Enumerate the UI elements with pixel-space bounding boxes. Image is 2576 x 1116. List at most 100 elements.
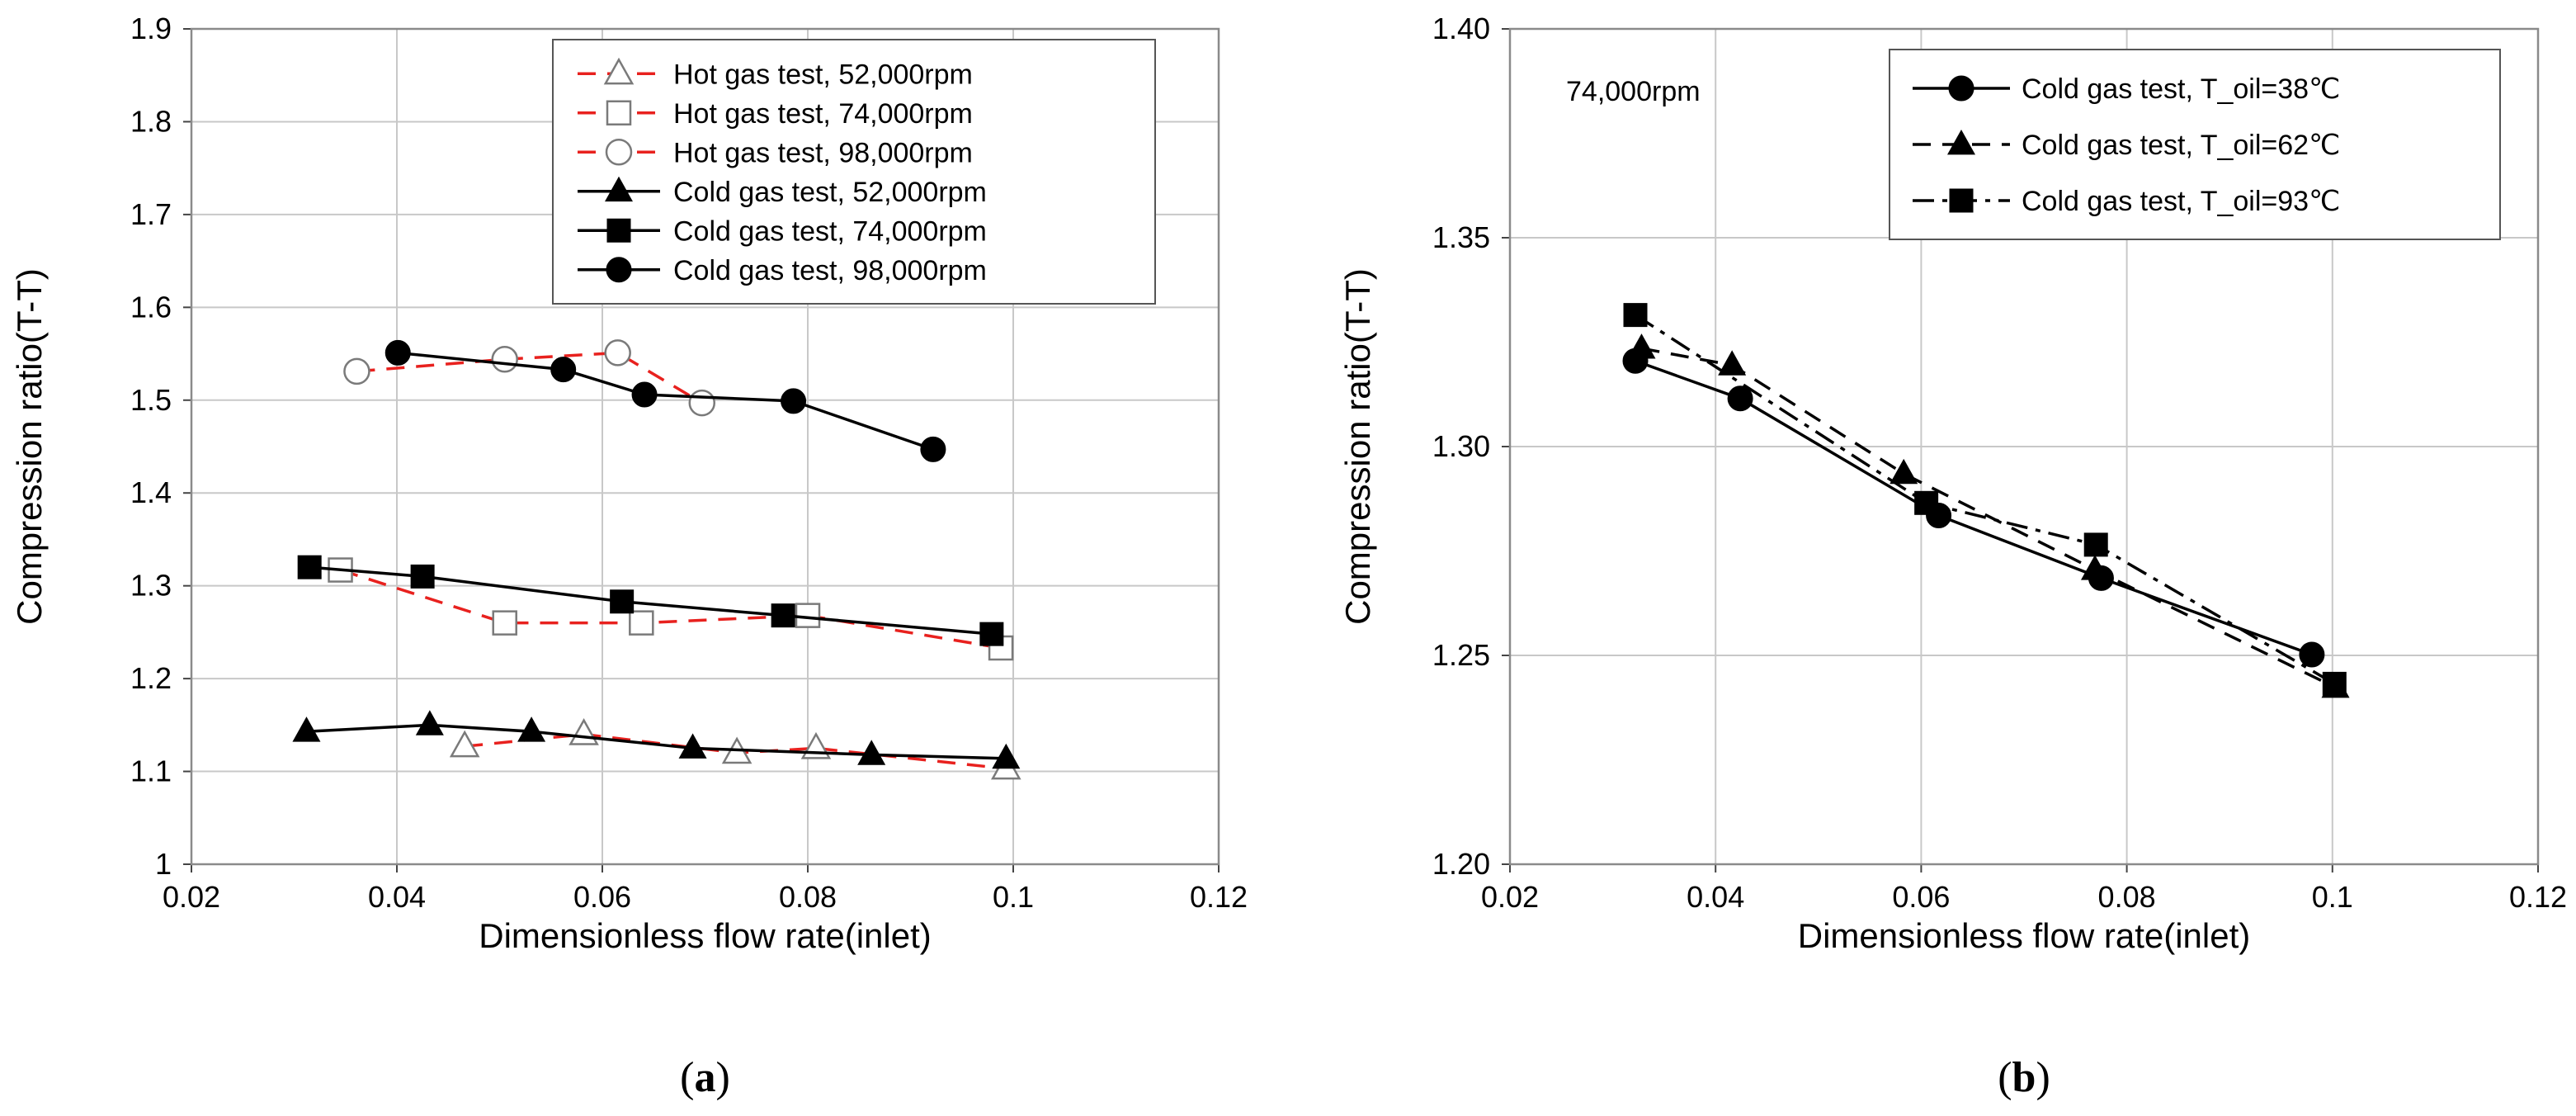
caption-close: ): [716, 1054, 730, 1101]
data-point: [491, 346, 518, 373]
y-tick-label: 1.1: [130, 754, 172, 788]
legend: Cold gas test, T_oil=38℃ Cold gas test, T…: [1889, 49, 2501, 240]
y-tick-label: 1.4: [130, 475, 172, 509]
legend-marker: [606, 218, 631, 243]
series-line: [1635, 314, 2336, 685]
series-line: [356, 351, 703, 404]
y-tick-label: 1.35: [1432, 220, 1490, 254]
data-point: [688, 389, 716, 417]
x-tick-label: 0.06: [573, 880, 631, 914]
panel-caption: (a): [680, 1054, 730, 1101]
legend-marker: [603, 57, 635, 85]
data-point: [292, 716, 321, 742]
caption-open: (: [1998, 1054, 2012, 1101]
caption-letter: b: [2012, 1054, 2036, 1101]
series-6: [385, 339, 946, 462]
data-point: [781, 388, 807, 414]
y-tick-label: 1.2: [130, 661, 172, 695]
y-tick-label: 1.3: [130, 569, 172, 603]
data-point: [2299, 641, 2325, 668]
x-tick-label: 0.04: [368, 880, 426, 914]
data-point: [517, 716, 546, 742]
caption-open: (: [680, 1054, 694, 1101]
y-tick-label: 1.20: [1432, 847, 1490, 881]
y-tick-label: 1: [155, 847, 172, 881]
data-point: [631, 381, 658, 408]
legend-entry-label: Hot gas test, 52,000rpm: [673, 59, 973, 90]
data-point: [550, 357, 577, 383]
series-3: [1623, 303, 2347, 696]
series-line: [1641, 347, 2337, 689]
series-line: [306, 723, 1007, 760]
data-point: [604, 339, 631, 366]
y-tick-label: 1.6: [130, 290, 172, 324]
series-2: [328, 557, 1014, 661]
annotation-text: 74,000rpm: [1566, 76, 1701, 107]
legend-entry-label: Cold gas test, T_oil=93℃: [2022, 186, 2340, 217]
data-point: [795, 603, 821, 628]
legend-entry-label: Cold gas test, T_oil=62℃: [2022, 130, 2340, 161]
series-5: [297, 555, 1004, 646]
legend-box: [552, 39, 1156, 305]
data-point: [678, 733, 707, 759]
data-point: [1727, 385, 1753, 412]
y-axis-label: Compression ratio(T-T): [1338, 268, 1377, 625]
data-point: [415, 710, 444, 735]
x-tick-label: 0.1: [993, 880, 1034, 914]
legend-marker: [1946, 129, 1976, 155]
x-tick-label: 0.12: [2509, 880, 2567, 914]
series-4: [292, 710, 1021, 769]
data-point: [1718, 350, 1747, 376]
x-tick-label: 0.12: [1190, 880, 1248, 914]
y-tick-label: 1.40: [1432, 12, 1490, 45]
data-point: [857, 740, 886, 765]
legend-box: [1889, 49, 2501, 240]
legend: Hot gas test, 52,000rpm Hot gas test, 74,…: [552, 39, 1156, 305]
x-tick-label: 0.08: [779, 880, 837, 914]
legend-entry-label: Hot gas test, 74,000rpm: [673, 98, 973, 130]
chart-b: 0.02 0.04 0.06 0.08 0.1 0.12 1.20 1.25 1.30 1.35 1…: [1338, 12, 2567, 1101]
data-point: [410, 564, 435, 589]
caption-close: ): [2036, 1054, 2050, 1101]
y-tick-label: 1.5: [130, 383, 172, 417]
x-tick-label: 0.08: [2098, 880, 2156, 914]
data-point: [449, 730, 480, 758]
data-point: [771, 603, 795, 628]
data-point: [343, 357, 370, 385]
x-tick-label: 0.02: [163, 880, 220, 914]
legend-entry-label: Cold gas test, T_oil=38℃: [2022, 73, 2340, 105]
y-tick-label: 1.7: [130, 197, 172, 231]
data-point: [492, 610, 517, 636]
legend-entry-label: Cold gas test, 98,000rpm: [673, 255, 987, 286]
caption-letter: a: [695, 1054, 716, 1101]
y-axis-label: Compression ratio(T-T): [10, 268, 49, 625]
data-point: [979, 622, 1004, 646]
legend-marker: [1949, 188, 1974, 213]
y-tick-label: 1.25: [1432, 638, 1490, 672]
legend-marker: [604, 176, 634, 202]
data-point: [629, 610, 654, 636]
x-tick-label: 0.04: [1687, 880, 1744, 914]
data-point: [2080, 555, 2109, 580]
x-tick-label: 0.06: [1892, 880, 1950, 914]
data-point: [2083, 532, 2108, 557]
legend-marker: [605, 139, 633, 166]
plot-frame: [190, 27, 1220, 866]
x-tick-label: 0.1: [2312, 880, 2353, 914]
data-point: [1627, 333, 1656, 359]
x-axis-label: Dimensionless flow rate(inlet): [479, 916, 932, 955]
x-axis-label: Dimensionless flow rate(inlet): [1798, 916, 2251, 955]
data-point: [1890, 458, 1918, 485]
y-tick-label: 1.30: [1432, 429, 1490, 463]
legend-entry-label: Hot gas test, 98,000rpm: [673, 137, 973, 168]
y-tick-label: 1.9: [130, 12, 172, 45]
data-point: [1623, 303, 1648, 328]
legend-marker: [1948, 75, 1974, 102]
legend-entry-label: Cold gas test, 52,000rpm: [673, 177, 987, 208]
y-tick-label: 1.8: [130, 104, 172, 138]
legend-marker: [606, 257, 632, 283]
data-point: [297, 555, 322, 579]
legend-marker: [606, 100, 632, 125]
panel-caption: (b): [1998, 1054, 2050, 1101]
